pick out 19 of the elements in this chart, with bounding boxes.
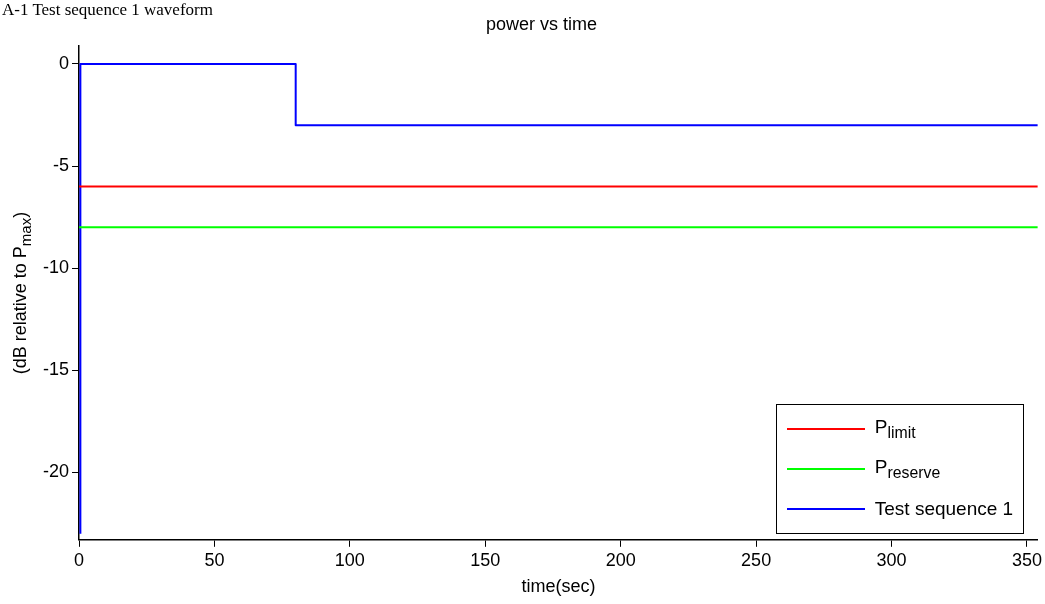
legend-label: Test sequence 1 bbox=[874, 497, 1014, 520]
x-tick-label: 200 bbox=[605, 549, 636, 570]
x-tick-label: 0 bbox=[74, 549, 85, 570]
y-tick-label: -10 bbox=[43, 257, 70, 278]
y-tick-label: -5 bbox=[53, 155, 70, 176]
x-tick-label: 150 bbox=[470, 549, 501, 570]
chart-title: power vs time bbox=[485, 13, 598, 34]
legend-label: P$_{reserve}$ bbox=[874, 455, 941, 482]
x-tick-label: 300 bbox=[876, 549, 907, 570]
x-axis-title: time(sec) bbox=[521, 576, 596, 597]
text: A-1 Test sequence 1 waveform bbox=[2, 0, 213, 20]
x-tick-label: 250 bbox=[741, 549, 772, 570]
x-tick-label: 100 bbox=[334, 549, 365, 570]
legend-label: P$_{limit}$ bbox=[874, 415, 916, 442]
y-tick-label: -15 bbox=[43, 359, 70, 380]
x-tick-label: 50 bbox=[204, 549, 225, 570]
x-tick-label: 350 bbox=[1011, 549, 1042, 570]
y-tick-label: -20 bbox=[43, 461, 70, 482]
y-tick-label: 0 bbox=[59, 52, 70, 73]
